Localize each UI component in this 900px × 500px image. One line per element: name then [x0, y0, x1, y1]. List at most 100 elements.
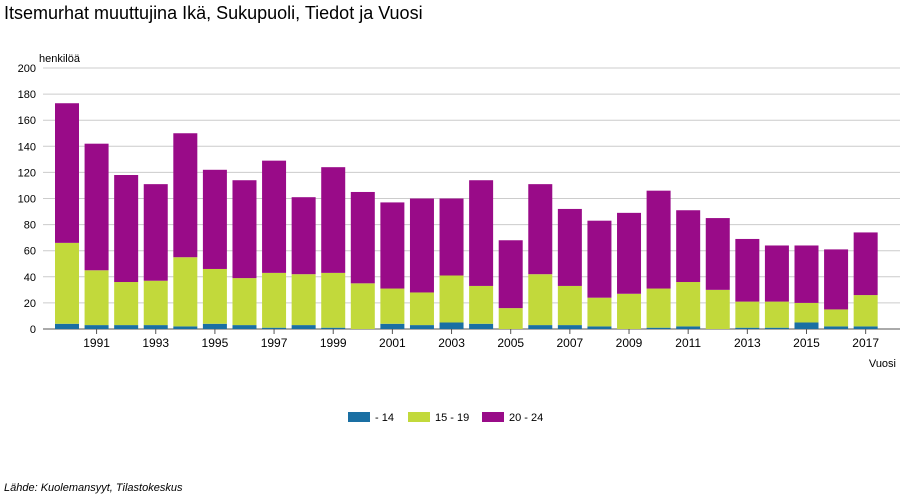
y-tick-label: 140: [18, 141, 36, 153]
legend-swatch: [408, 412, 430, 422]
bar-segment: [380, 323, 405, 329]
y-axis-label: henkilöä: [39, 53, 81, 65]
bar-segment: [676, 326, 701, 329]
bar-segment: [380, 288, 405, 324]
bar-segment: [824, 326, 849, 329]
bar-segment: [321, 327, 346, 329]
bar-segment: [143, 184, 168, 281]
bar-segment: [114, 175, 139, 283]
bar-segment: [676, 282, 701, 327]
x-tick-label: 2007: [557, 336, 584, 350]
bar-segment: [321, 167, 346, 273]
bar-segment: [557, 325, 582, 329]
bar-segment: [528, 325, 553, 329]
legend-label: 20 - 24: [509, 412, 543, 424]
bar-segment: [676, 210, 701, 283]
bar-segment: [84, 325, 109, 329]
bar-segment: [646, 288, 671, 328]
bar-segment: [84, 143, 109, 271]
legend-label: 15 - 19: [435, 412, 469, 424]
x-tick-label: 2011: [675, 336, 701, 350]
bar-segment: [764, 301, 789, 328]
bar-segment: [824, 309, 849, 327]
x-tick-label: 1999: [320, 336, 347, 350]
x-tick-label: 2009: [616, 336, 643, 350]
bar-segment: [262, 327, 287, 329]
x-tick-label: 2001: [379, 336, 406, 350]
bar-segment: [409, 325, 434, 329]
x-tick-label: 1993: [142, 336, 169, 350]
bar-segment: [735, 301, 760, 328]
bar-segment: [735, 327, 760, 329]
bar-segment: [705, 289, 730, 329]
x-tick-label: 2013: [734, 336, 761, 350]
bar-segment: [587, 220, 612, 298]
bar-segment: [262, 160, 287, 273]
bar-segment: [469, 285, 494, 324]
bar-segment: [557, 208, 582, 286]
bar-segment: [291, 274, 316, 326]
bar-segment: [350, 283, 375, 329]
x-tick-label: 2003: [438, 336, 465, 350]
bar-segment: [794, 302, 819, 323]
bar-segment: [528, 274, 553, 326]
bar-segment: [143, 325, 168, 329]
chart-title: Itsemurhat muuttujina Ikä, Sukupuoli, Ti…: [4, 3, 423, 23]
bar-segment: [380, 202, 405, 289]
bar-segment: [587, 326, 612, 329]
x-tick-label: 1995: [202, 336, 229, 350]
y-tick-label: 180: [18, 89, 36, 101]
bar-segment: [262, 272, 287, 328]
bar-segment: [291, 197, 316, 275]
bars: [55, 103, 878, 329]
y-tick-label: 20: [24, 298, 36, 310]
bar-segment: [321, 272, 346, 328]
legend: - 14 15 - 19 20 - 24: [348, 412, 543, 424]
bar-segment: [173, 257, 198, 327]
bar-segment: [528, 184, 553, 275]
bar-segment: [409, 198, 434, 293]
bar-segment: [646, 327, 671, 329]
y-tick-label: 40: [24, 272, 36, 284]
bar-segment: [646, 190, 671, 289]
x-tick-label: 2015: [793, 336, 820, 350]
bar-segment: [469, 323, 494, 329]
bar-segment: [439, 198, 464, 276]
bar-segment: [55, 242, 79, 324]
x-tick-label: 1997: [261, 336, 288, 350]
x-tick-label: 2005: [497, 336, 524, 350]
y-tick-label: 160: [18, 115, 36, 127]
x-axis-ticks: 1991 1993 1995 1997 1999 2001 2003 2005 2007 2009…: [83, 329, 879, 350]
bar-segment: [173, 133, 198, 258]
x-tick-label: 1991: [83, 336, 110, 350]
x-tick-label: 2017: [852, 336, 879, 350]
bar-segment: [232, 325, 257, 329]
bar-segment: [853, 232, 878, 296]
source-note: Lähde: Kuolemansyyt, Tilastokeskus: [4, 482, 183, 494]
bar-segment: [764, 327, 789, 329]
bar-segment: [735, 238, 760, 302]
bar-segment: [824, 249, 849, 310]
y-tick-label: 120: [18, 167, 36, 179]
bar-segment: [794, 245, 819, 303]
bar-segment: [350, 191, 375, 284]
bar-segment: [794, 322, 819, 329]
bar-segment: [439, 275, 464, 323]
bar-segment: [173, 326, 198, 329]
bar-segment: [439, 322, 464, 329]
y-tick-label: 0: [30, 324, 36, 336]
bar-segment: [498, 240, 523, 309]
legend-swatch: [348, 412, 370, 422]
y-tick-label: 80: [24, 220, 36, 232]
bar-segment: [232, 180, 257, 279]
bar-segment: [617, 212, 642, 294]
bar-segment: [409, 292, 434, 326]
x-axis-label: Vuosi: [869, 358, 896, 370]
y-axis-ticks: 0 20 40 60 80 100 120 140 160 180 200: [18, 63, 36, 336]
bar-segment: [232, 278, 257, 326]
bar-segment: [498, 308, 523, 329]
bar-segment: [617, 293, 642, 329]
legend-swatch: [482, 412, 504, 422]
bar-segment: [291, 325, 316, 329]
